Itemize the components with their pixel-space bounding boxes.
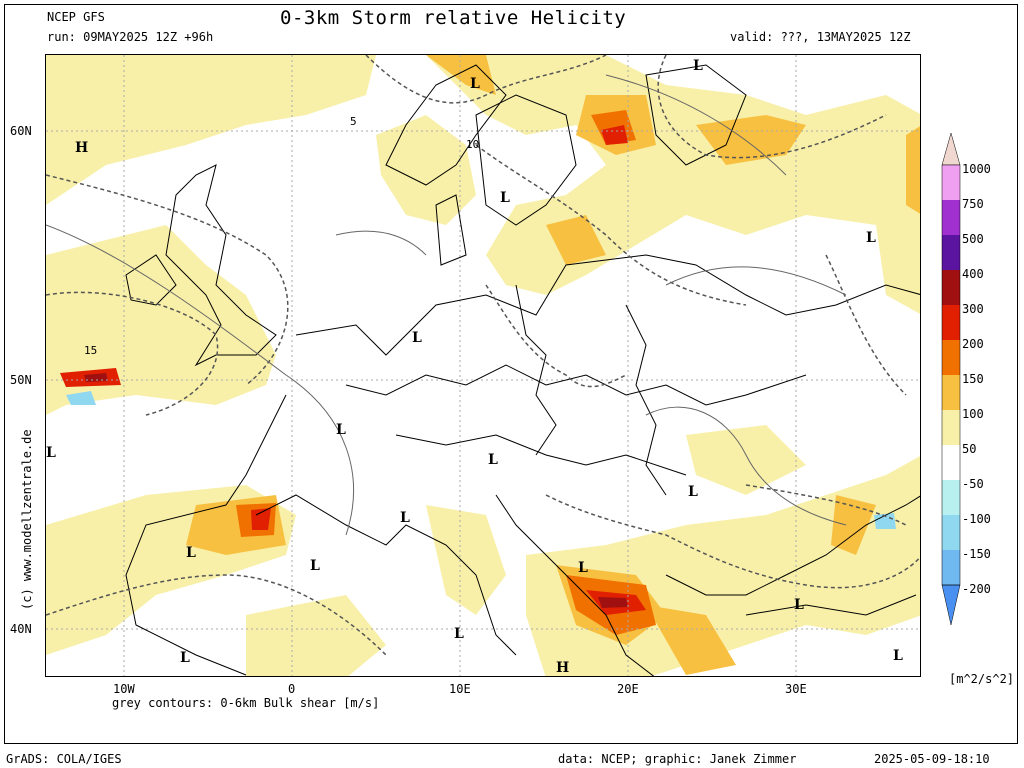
colorbar-label: 300	[962, 302, 984, 316]
colorbar-label: 150	[962, 372, 984, 386]
pressure-center: L	[866, 230, 876, 246]
pressure-center: L	[180, 650, 190, 666]
colorbar-unit: [m^2/s^2]	[949, 672, 1015, 686]
map-svg	[46, 55, 920, 676]
graticule	[46, 55, 920, 676]
colorbar-label: 100	[962, 407, 984, 421]
pressure-center: L	[400, 510, 410, 526]
contour-label: 10	[466, 138, 480, 151]
map-panel	[45, 54, 921, 677]
lon-label: 10E	[449, 682, 471, 696]
pressure-center: L	[46, 445, 56, 461]
pressure-center: L	[412, 330, 422, 346]
model-label: NCEP GFS	[47, 10, 105, 24]
colorbar-label: -200	[962, 582, 991, 596]
shear-contours	[46, 55, 920, 656]
lat-label: 40N	[10, 622, 32, 636]
pressure-center: L	[470, 76, 480, 92]
colorbar-svg	[941, 133, 961, 626]
colorbar-label: 750	[962, 197, 984, 211]
lat-label: 50N	[10, 373, 32, 387]
shear-contours-thin	[46, 74, 847, 536]
run-label: run: 09MAY2025 12Z +96h	[47, 30, 214, 44]
pressure-center: L	[893, 648, 903, 664]
pressure-center: L	[336, 422, 346, 438]
lat-label: 60N	[10, 124, 32, 138]
contour-label: 15	[84, 344, 98, 357]
chart-title: 0-3km Storm relative Helicity	[280, 7, 627, 29]
pressure-center: L	[688, 484, 698, 500]
colorbar-label: 50	[962, 442, 977, 456]
data-credit: data: NCEP; graphic: Janek Zimmer	[558, 752, 797, 766]
pressure-center: L	[794, 597, 804, 613]
pressure-center: L	[454, 626, 464, 642]
coastlines	[125, 64, 920, 676]
colorbar-label: -100	[962, 512, 991, 526]
valid-label: valid: ???, 13MAY2025 12Z	[730, 30, 911, 44]
pressure-center: L	[693, 58, 703, 74]
pressure-center: L	[488, 452, 498, 468]
pressure-center: L	[500, 190, 510, 206]
lon-label: 10W	[113, 682, 135, 696]
colorbar-label: 1000	[962, 162, 991, 176]
colorbar-label: -50	[962, 477, 984, 491]
pressure-center: L	[310, 558, 320, 574]
helicity-shading	[46, 55, 920, 676]
subtitle: grey contours: 0-6km Bulk shear [m/s]	[112, 696, 380, 710]
colorbar-label: 200	[962, 337, 984, 351]
lon-label: 0	[288, 682, 296, 696]
colorbar-label: 500	[962, 232, 984, 246]
lon-label: 30E	[785, 682, 807, 696]
lon-label: 20E	[617, 682, 639, 696]
grads-credit: GrADS: COLA/IGES	[6, 752, 122, 766]
colorbar-label: -150	[962, 547, 991, 561]
pressure-center: L	[578, 560, 588, 576]
colorbar-label: 400	[962, 267, 984, 281]
pressure-center: L	[186, 545, 196, 561]
copyright: (c) www.modellzentrale.de	[20, 429, 34, 610]
pressure-center: H	[75, 140, 89, 156]
contour-label: 5	[350, 115, 357, 128]
pressure-center: H	[556, 660, 570, 676]
timestamp: 2025-05-09-18:10	[874, 752, 990, 766]
chart-frame	[4, 4, 1018, 744]
